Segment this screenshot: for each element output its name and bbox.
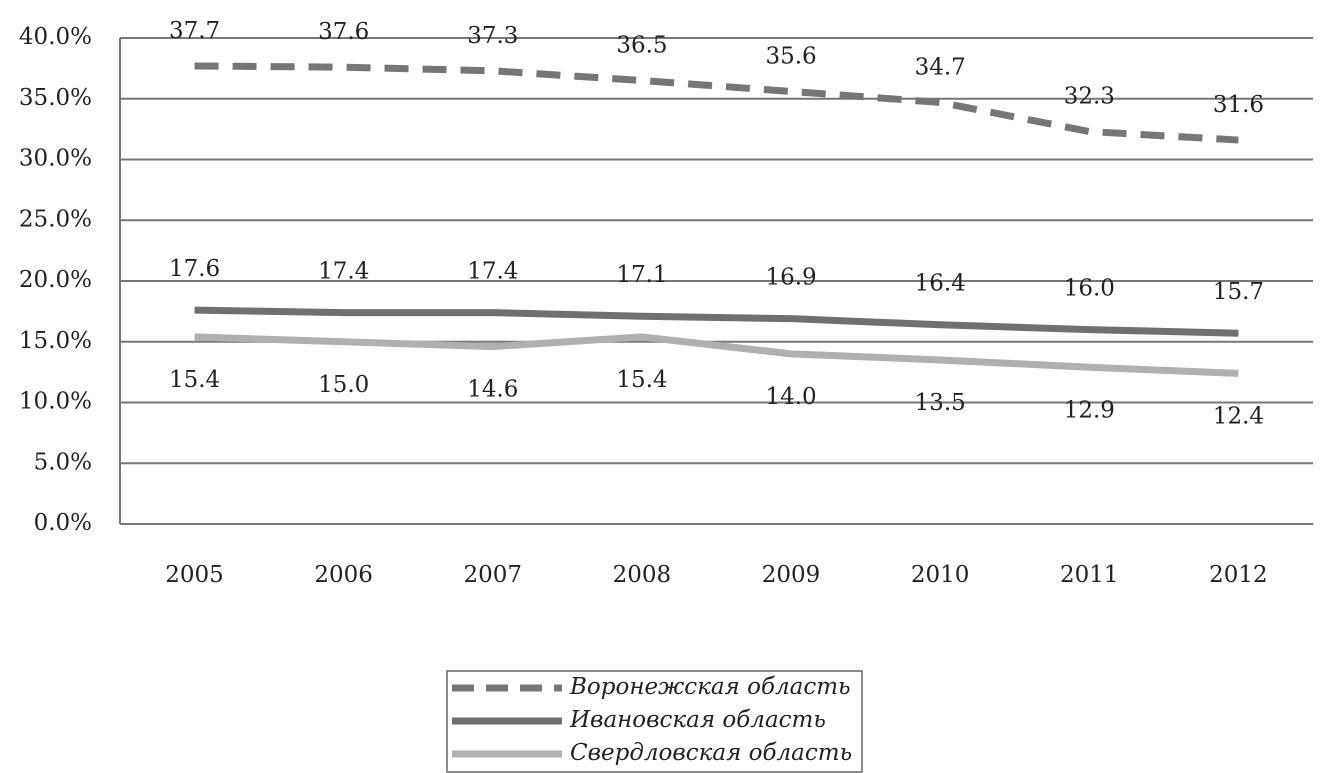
y-tick-label: 20.0% bbox=[19, 267, 92, 293]
data-label: 15.4 bbox=[169, 367, 220, 393]
data-label: 35.6 bbox=[765, 43, 816, 69]
data-label: 37.6 bbox=[318, 19, 369, 45]
data-label: 12.4 bbox=[1213, 403, 1264, 429]
x-tick-label: 2007 bbox=[464, 562, 523, 588]
data-label: 17.4 bbox=[467, 259, 518, 285]
data-label: 37.7 bbox=[169, 18, 220, 44]
legend-box bbox=[446, 670, 863, 773]
data-label: 17.6 bbox=[169, 256, 220, 282]
series-line bbox=[194, 333, 1239, 377]
data-label: 17.1 bbox=[616, 262, 667, 288]
x-tick-label: 2009 bbox=[762, 562, 821, 588]
x-tick-label: 2006 bbox=[314, 562, 373, 588]
x-tick-label: 2011 bbox=[1060, 562, 1119, 588]
data-label: 36.5 bbox=[616, 33, 667, 59]
series-line bbox=[194, 62, 1239, 144]
data-label: 16.9 bbox=[765, 265, 816, 291]
y-tick-label: 0.0% bbox=[34, 510, 92, 536]
y-tick-label: 35.0% bbox=[19, 85, 92, 111]
data-label: 14.6 bbox=[467, 377, 518, 403]
y-tick-label: 5.0% bbox=[34, 449, 92, 475]
data-label: 13.5 bbox=[915, 390, 966, 416]
x-tick-label: 2010 bbox=[911, 562, 970, 588]
legend-label: Ивановская область bbox=[569, 707, 826, 733]
x-tick-label: 2005 bbox=[165, 562, 224, 588]
x-tick-label: 2008 bbox=[613, 562, 672, 588]
data-label: 32.3 bbox=[1064, 84, 1115, 110]
data-label: 14.0 bbox=[765, 384, 816, 410]
y-tick-label: 40.0% bbox=[19, 24, 92, 50]
data-label: 15.7 bbox=[1213, 279, 1264, 305]
data-label: 15.4 bbox=[616, 367, 667, 393]
y-tick-label: 15.0% bbox=[19, 328, 92, 354]
data-label: 16.4 bbox=[915, 271, 966, 297]
legend-label: Воронежская область bbox=[569, 674, 851, 700]
legend-label: Свердловская область bbox=[570, 740, 852, 766]
data-label: 16.0 bbox=[1064, 276, 1115, 302]
data-label: 37.3 bbox=[467, 23, 518, 49]
x-tick-label: 2012 bbox=[1209, 562, 1268, 588]
y-tick-label: 25.0% bbox=[19, 206, 92, 232]
data-label: 34.7 bbox=[915, 54, 966, 80]
series-line bbox=[194, 306, 1239, 337]
y-tick-label: 30.0% bbox=[19, 146, 92, 172]
data-label: 15.0 bbox=[318, 372, 369, 398]
data-label: 31.6 bbox=[1213, 92, 1264, 118]
data-label: 12.9 bbox=[1064, 397, 1115, 423]
data-label: 17.4 bbox=[318, 259, 369, 285]
y-tick-label: 10.0% bbox=[19, 389, 92, 415]
